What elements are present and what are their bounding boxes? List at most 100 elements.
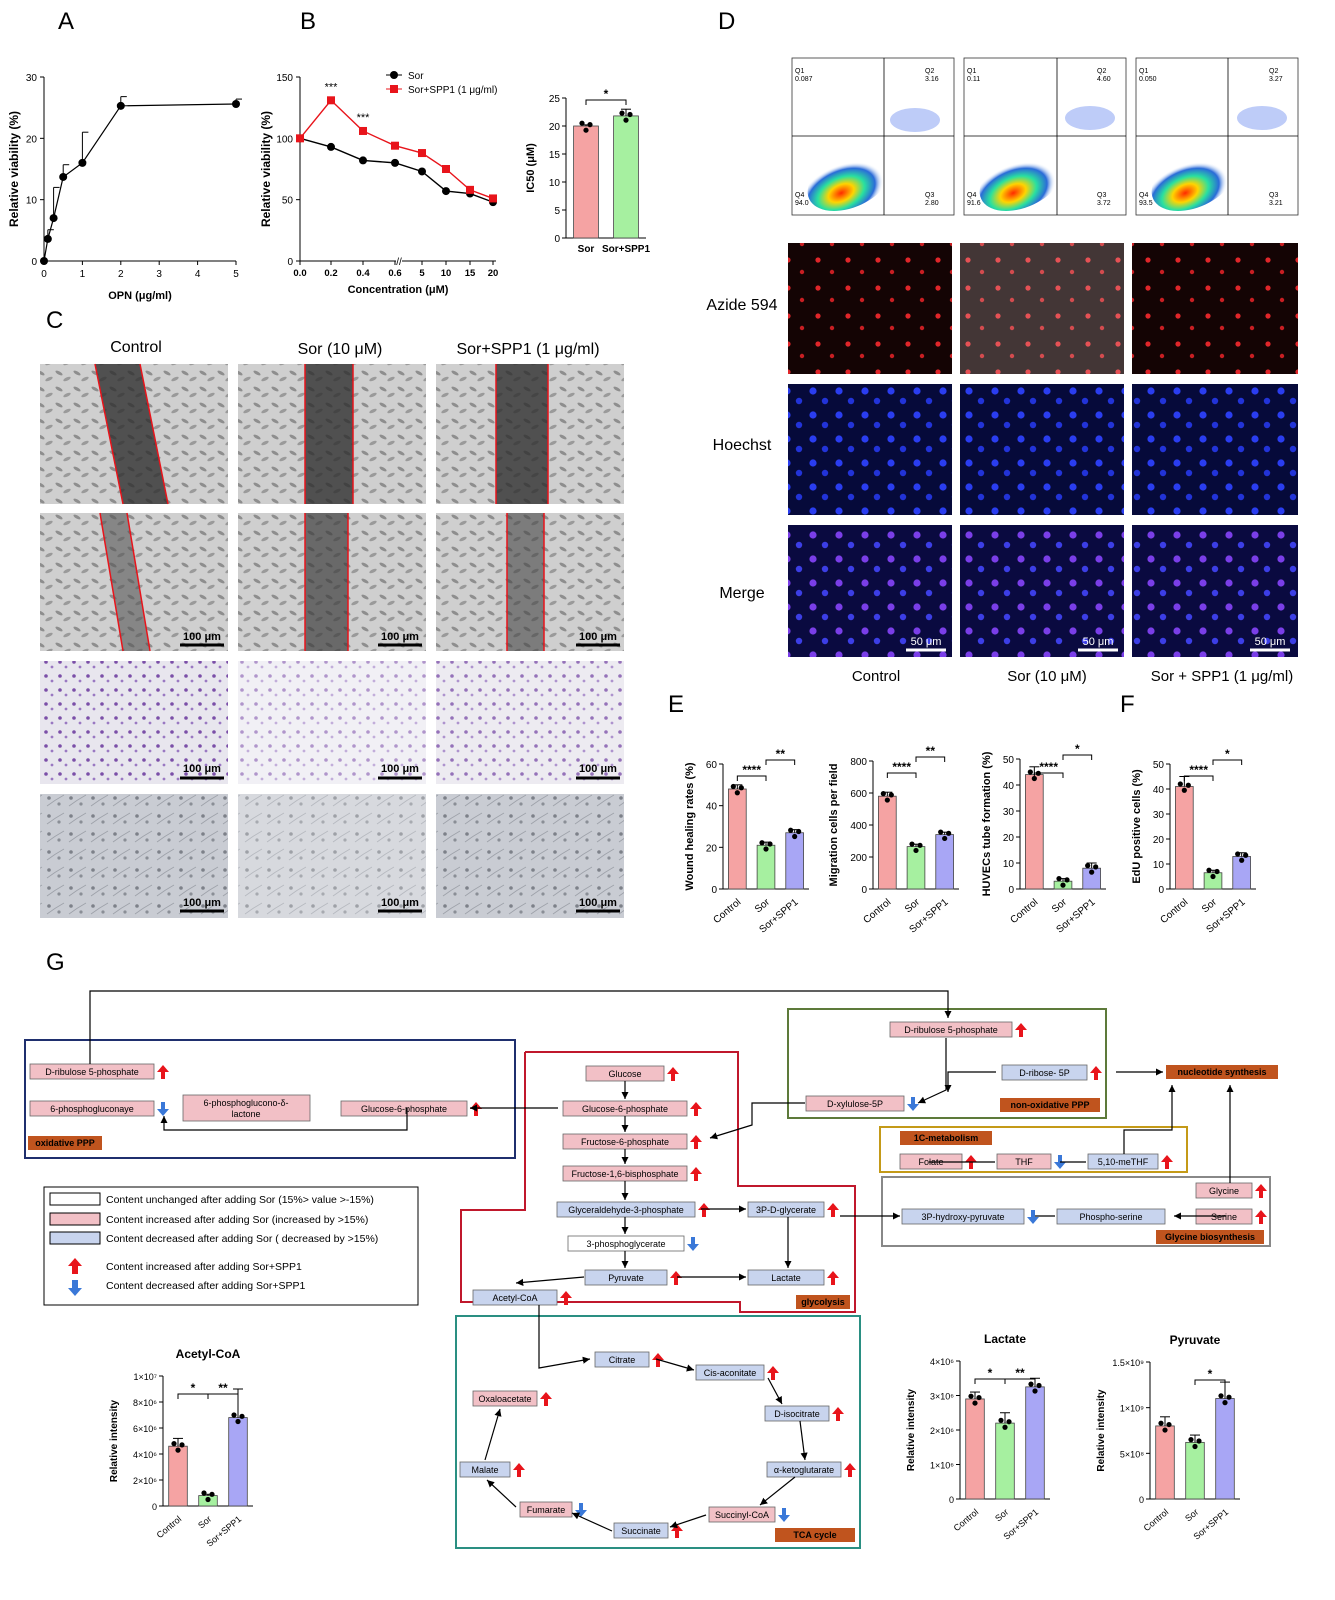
pathway-node-label: Fructose-1,6-bisphosphate bbox=[571, 1169, 678, 1179]
y-tick-label: 800 bbox=[850, 757, 867, 768]
pathway-node bbox=[805, 1095, 905, 1112]
pathway-node bbox=[519, 1501, 573, 1518]
bar bbox=[785, 832, 804, 890]
x-tick-label: Sor bbox=[1050, 896, 1070, 915]
increase-arrow-icon bbox=[844, 1463, 856, 1477]
data-point bbox=[1056, 876, 1062, 882]
pathway-node bbox=[29, 1100, 155, 1117]
pathway-node-label: Phospho-serine bbox=[1079, 1212, 1142, 1222]
pathway-node bbox=[996, 1153, 1052, 1170]
pathway-arrow bbox=[538, 1305, 591, 1369]
y-tick-label: 600 bbox=[850, 789, 867, 800]
decrease-arrow-icon bbox=[68, 1280, 82, 1296]
data-point bbox=[359, 156, 367, 165]
data-point bbox=[239, 1413, 245, 1419]
significance-bracket bbox=[1033, 772, 1064, 778]
y-tick-label: 30 bbox=[1153, 810, 1165, 821]
pathway-arrow bbox=[1123, 1085, 1176, 1154]
y-tick-label: 20 bbox=[706, 843, 718, 854]
significance-label: * bbox=[1208, 1367, 1213, 1381]
significance-bracket bbox=[585, 99, 627, 105]
pathway-arrow bbox=[917, 1038, 947, 1104]
panel-letter-c: C bbox=[46, 307, 63, 334]
svg-text:91.6: 91.6 bbox=[967, 200, 981, 207]
svg-text:0.050: 0.050 bbox=[1139, 76, 1157, 83]
x-tick-label: Sor+SPP1 bbox=[602, 244, 651, 255]
x-tick-label: 0.6 bbox=[388, 268, 401, 279]
svg-text:Q1: Q1 bbox=[795, 68, 804, 75]
bar bbox=[1025, 774, 1044, 890]
increase-arrow-icon bbox=[827, 1271, 839, 1285]
data-point bbox=[1210, 873, 1216, 880]
c-col-sorspp1: Sor+SPP1 (1 μg/ml) bbox=[456, 341, 599, 358]
data-point bbox=[1158, 1420, 1164, 1426]
y-tick-label: 20 bbox=[549, 122, 561, 133]
y-tick-label: 50 bbox=[1003, 755, 1015, 766]
bar bbox=[613, 115, 639, 239]
data-point bbox=[43, 234, 52, 243]
pathway-arrow bbox=[767, 1377, 783, 1405]
y-tick-label: 50 bbox=[1153, 760, 1165, 771]
y-tick-label: 40 bbox=[1153, 785, 1165, 796]
svg-text:3.72: 3.72 bbox=[1097, 200, 1111, 207]
data-point bbox=[917, 842, 923, 848]
bar bbox=[1175, 786, 1194, 890]
data-point bbox=[171, 1441, 177, 1447]
x-tick-label: Control bbox=[1158, 897, 1190, 926]
x-tick-label: 0 bbox=[41, 269, 47, 280]
y-tick-label: 4×10⁶ bbox=[133, 1450, 157, 1460]
svg-text:Q4: Q4 bbox=[795, 192, 804, 199]
data-point bbox=[972, 1400, 978, 1406]
pathway-node-label: α-ketoglutarate bbox=[774, 1465, 834, 1475]
data-point bbox=[1006, 1419, 1012, 1425]
pathway-arrow bbox=[799, 1420, 808, 1461]
y-tick-label: 400 bbox=[850, 821, 867, 832]
merge-image bbox=[788, 525, 952, 657]
svg-text:3.21: 3.21 bbox=[1269, 200, 1283, 207]
pathway-region-label: nucleotide synthesis bbox=[1177, 1067, 1266, 1077]
bar bbox=[756, 844, 776, 890]
hoechst-image bbox=[960, 384, 1124, 515]
panel-letter-g: G bbox=[46, 949, 65, 976]
scale-bars-c: 100 μm 100 μm 100 μm 100 μm 100 μm 100 μ… bbox=[180, 631, 620, 913]
y-tick-label: 1×10⁶ bbox=[930, 1461, 954, 1471]
chart-a: 0 10 20 30 0 1 2 3 4 5 OPN (μg/ml) Relative viabili… bbox=[7, 73, 242, 302]
data-point bbox=[1028, 1381, 1034, 1387]
data-point bbox=[1177, 781, 1183, 787]
data-point bbox=[391, 141, 399, 150]
data-point bbox=[327, 142, 335, 151]
significance-bracket bbox=[886, 772, 917, 778]
x-tick-label: 4 bbox=[195, 269, 201, 280]
data-point bbox=[792, 833, 798, 840]
increase-arrow-icon bbox=[1255, 1210, 1267, 1224]
increase-arrow-icon bbox=[698, 1203, 710, 1217]
scale-label: 100 μm bbox=[381, 631, 419, 643]
x-tick-label: Control bbox=[861, 897, 893, 926]
data-point bbox=[627, 111, 633, 118]
pathway-node bbox=[29, 1063, 155, 1080]
x-tick-label: 0.4 bbox=[356, 268, 370, 279]
svg-text:2.80: 2.80 bbox=[925, 200, 939, 207]
significance-label: * bbox=[1075, 742, 1080, 756]
pathway-region-label: Glycine biosynthesis bbox=[1165, 1232, 1255, 1242]
y-tick-label: 0 bbox=[152, 1502, 157, 1512]
y-tick-label: 10 bbox=[549, 178, 561, 189]
data-point bbox=[391, 158, 399, 167]
pathway-region bbox=[787, 1008, 1107, 1119]
pathway-node-label: 3P-D-glycerate bbox=[756, 1205, 816, 1215]
data-point bbox=[327, 96, 335, 105]
pathway-node-label: D-isocitrate bbox=[774, 1409, 820, 1419]
pathway-region-label-bg bbox=[900, 1131, 992, 1145]
significance-label: ** bbox=[1015, 1366, 1025, 1380]
pathway-node-label: Cis-aconitate bbox=[704, 1368, 757, 1378]
pathway-node-label: Lactate bbox=[771, 1273, 801, 1283]
y-tick-label: 10 bbox=[1003, 859, 1015, 870]
migration-image bbox=[40, 661, 228, 784]
y-tick-label: 6×10⁶ bbox=[133, 1424, 157, 1434]
